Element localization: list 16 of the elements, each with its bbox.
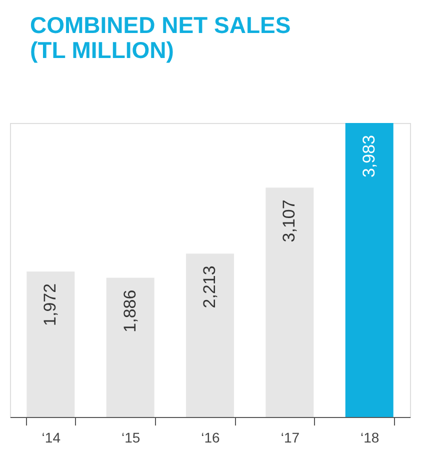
data-label: 3,107 [280,200,299,242]
bar [106,278,154,417]
x-tick-label: ‘17 [280,430,300,446]
x-tick-label: ‘18 [360,430,380,446]
data-label: 2,213 [200,266,219,308]
x-tick-label: ‘14 [42,430,61,446]
bar [345,123,394,417]
chart-title: COMBINED NET SALES (TL MILLION) [30,12,291,63]
bar [186,254,234,417]
x-tick-label: ‘15 [121,430,140,446]
data-label: 1,972 [40,283,60,326]
x-tick-label: ‘16 [201,430,220,446]
bar [26,271,75,417]
data-label: 3,983 [359,135,378,178]
data-label: 1,886 [120,290,140,332]
bar [266,188,314,417]
